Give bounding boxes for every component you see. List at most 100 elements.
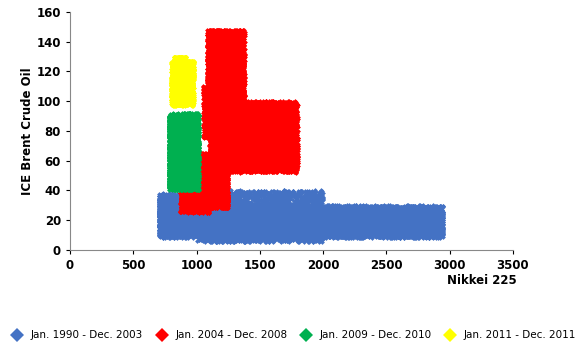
Point <box>192 182 202 188</box>
Point <box>203 74 212 80</box>
Point <box>208 193 217 199</box>
Point <box>175 98 184 103</box>
Point <box>250 151 259 157</box>
Point <box>219 189 229 195</box>
Point <box>222 203 231 209</box>
Point <box>251 218 260 223</box>
Point <box>431 235 441 240</box>
Point <box>264 143 273 148</box>
Point <box>168 86 178 92</box>
Point <box>319 219 329 225</box>
Point <box>233 113 243 119</box>
Point <box>227 66 236 71</box>
Point <box>192 133 202 139</box>
Point <box>261 133 270 138</box>
Point <box>417 203 427 209</box>
Point <box>173 208 182 214</box>
Point <box>188 116 197 121</box>
Point <box>270 226 279 232</box>
Point <box>242 120 251 126</box>
Point <box>196 210 205 215</box>
Point <box>217 230 226 236</box>
Point <box>209 155 219 161</box>
Point <box>258 145 268 151</box>
Point <box>178 197 187 203</box>
Point <box>177 72 187 77</box>
Point <box>219 215 229 221</box>
Point <box>221 42 230 47</box>
Point <box>192 176 202 182</box>
Point <box>431 227 440 232</box>
Point <box>236 111 245 117</box>
Point <box>298 216 308 222</box>
Point <box>388 219 397 225</box>
Point <box>371 213 380 219</box>
Point <box>171 221 181 227</box>
Point <box>194 181 203 187</box>
Point <box>265 142 274 148</box>
Point <box>205 115 215 120</box>
Point <box>326 222 336 228</box>
Point <box>402 211 411 217</box>
Point <box>220 68 229 73</box>
Point <box>177 162 187 168</box>
Point <box>198 203 207 209</box>
Point <box>264 212 273 217</box>
Point <box>164 197 173 202</box>
Point <box>428 221 437 226</box>
Point <box>271 158 280 163</box>
Point <box>311 218 321 223</box>
Point <box>202 163 212 169</box>
Point <box>273 129 283 135</box>
Point <box>272 199 282 204</box>
Point <box>212 226 222 231</box>
Point <box>172 74 181 79</box>
Point <box>231 95 240 100</box>
Point <box>373 212 382 218</box>
Point <box>191 145 201 151</box>
Point <box>280 217 289 222</box>
Point <box>179 63 188 68</box>
Point <box>216 117 225 123</box>
Point <box>168 121 178 127</box>
Point <box>217 99 226 104</box>
Point <box>210 176 219 181</box>
Point <box>205 59 215 65</box>
Point <box>168 113 178 119</box>
Point <box>410 234 419 239</box>
Point <box>208 198 217 203</box>
Point <box>326 214 336 219</box>
Point <box>254 161 263 167</box>
Point <box>357 212 367 217</box>
Point <box>222 162 231 167</box>
Point <box>174 138 183 144</box>
Point <box>215 219 224 224</box>
Point <box>294 215 303 221</box>
Point <box>210 85 220 90</box>
Point <box>338 203 347 209</box>
Point <box>265 128 274 134</box>
Point <box>177 101 186 106</box>
Point <box>198 177 207 183</box>
Point <box>276 193 286 198</box>
Point <box>266 145 276 151</box>
Point <box>214 106 223 112</box>
Point <box>170 199 180 204</box>
Point <box>187 186 196 191</box>
Point <box>280 149 289 154</box>
Point <box>220 57 229 63</box>
Point <box>226 110 236 116</box>
Point <box>185 183 195 189</box>
Point <box>202 157 212 162</box>
Point <box>222 222 231 228</box>
Point <box>194 186 203 192</box>
Point <box>303 225 312 230</box>
Point <box>255 154 265 160</box>
Point <box>216 121 226 126</box>
Point <box>206 167 216 173</box>
Point <box>178 196 187 201</box>
Point <box>205 88 214 94</box>
Point <box>196 159 206 165</box>
Point <box>270 127 279 133</box>
Point <box>223 110 232 115</box>
